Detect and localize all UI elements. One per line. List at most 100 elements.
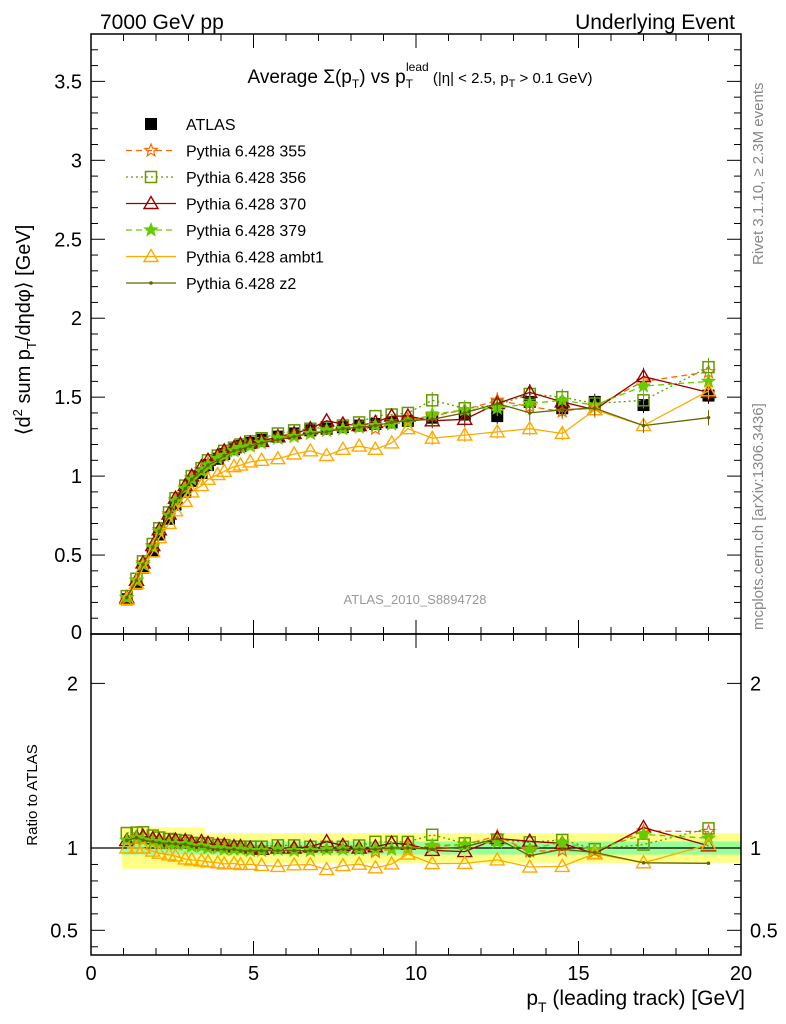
x-tick-label: 0 <box>85 963 96 985</box>
ratio-panel: 0 5 10 15 200.5 0.51 12 2 <box>50 34 778 985</box>
data-point-pythia-6-428-z2 <box>560 407 565 412</box>
ratio-point-pythia-6-428-ambt1 <box>167 847 184 862</box>
ratio-point-pythia-6-428-ambt1 <box>424 855 441 870</box>
data-point-pythia-6-428-ambt1 <box>242 453 259 468</box>
data-point-pythia-6-428-ambt1 <box>209 466 226 481</box>
data-point-pythia-6-428-ambt1 <box>144 543 161 558</box>
data-point-pythia-6-428-z2 <box>189 477 194 482</box>
ratio-point-pythia-6-428-ambt1 <box>554 858 571 873</box>
data-point-pythia-6-428-ambt1 <box>350 437 368 452</box>
data-point-pythia-6-428-z2 <box>173 499 178 504</box>
header-right: Underlying Event <box>575 11 735 34</box>
ratio-y-tick-label-right: 2 <box>750 673 761 695</box>
ratio-point-pythia-6-428-z2 <box>173 842 178 846</box>
ratio-y-tick-label: 2 <box>67 673 78 695</box>
ratio-point-pythia-6-428-ambt1 <box>318 861 335 876</box>
ratio-point-pythia-6-428-z2 <box>124 838 129 843</box>
ratio-point-pythia-6-428-z2 <box>167 841 171 846</box>
ratio-point-pythia-6-428-ambt1 <box>285 856 303 871</box>
ratio-point-pythia-6-428-z2 <box>292 848 296 853</box>
ratio-point-pythia-6-428-379 <box>635 826 652 841</box>
y-tick-label: 1 <box>71 466 82 488</box>
data-point-pythia-6-428-ambt1 <box>134 559 152 574</box>
data-point-pythia-6-428-ambt1 <box>334 440 352 455</box>
ratio-point-pythia-6-428-379 <box>522 840 538 856</box>
ratio-point-pythia-6-428-356 <box>637 838 650 851</box>
ratio-y-axis-label: Ratio to ATLAS <box>24 744 41 845</box>
data-point-pythia-6-428-z2 <box>389 420 394 425</box>
legend: ATLAS Pythia 6.428 355 Pythia 6.428 356 Pyt… <box>126 117 324 293</box>
ratio-frame <box>90 633 742 956</box>
ratio-point-pythia-6-428-z2 <box>157 840 162 845</box>
y-tick-label: 1.5 <box>54 387 82 409</box>
y-tick-label: 2 <box>71 308 82 330</box>
chart-title: Average Σ(pT) vs pTlead (|η| < 2.5, pT >… <box>248 60 593 91</box>
ratio-point-pythia-6-428-z2 <box>389 846 394 850</box>
ratio-point-pythia-6-428-ambt1 <box>521 858 538 873</box>
ratio-point-pythia-6-428-z2 <box>462 845 467 849</box>
data-point-pythia-6-428-z2 <box>462 411 467 415</box>
ratio-point-pythia-6-428-z2 <box>592 850 597 855</box>
data-point-pythia-6-428-z2 <box>527 411 532 415</box>
data-point-pythia-6-428-ambt1 <box>700 382 717 397</box>
series-line-pythia-6-428-z2 <box>126 402 709 599</box>
ratio-point-pythia-6-428-z2 <box>308 848 313 853</box>
ratio-point-pythia-6-428-ambt1 <box>242 855 259 871</box>
legend-marker-pythia-6-428-370 <box>142 195 160 210</box>
data-point-pythia-6-428-z2 <box>430 417 435 422</box>
legend-label-pythia-6-428-z2: Pythia 6.428 z2 <box>186 276 296 293</box>
legend-label-pythia-6-428-ambt1: Pythia 6.428 ambt1 <box>186 250 324 267</box>
legend-label-pythia-6-428-379: Pythia 6.428 379 <box>186 223 306 240</box>
data-point-pythia-6-428-z2 <box>215 458 220 463</box>
x-tick-label: 20 <box>730 963 752 985</box>
series-line-pythia-6-428-379 <box>126 380 709 599</box>
data-point-pythia-6-428-ambt1 <box>285 445 303 460</box>
data-point-pythia-6-428-z2 <box>706 415 711 420</box>
y-tick-label: 2.5 <box>54 229 82 251</box>
main-panel: 0.5 1 1.5 2 2.5 3 3.5 0 <box>54 33 742 644</box>
legend-label-pythia-6-428-370: Pythia 6.428 370 <box>186 197 306 214</box>
ratio-point-pythia-6-428-ambt1 <box>700 836 717 851</box>
mcplots-label: mcplots.cern.ch [arXiv:1306.3436] <box>750 403 767 630</box>
x-axis-label: pT (leading track) [GeV] <box>526 987 745 1015</box>
data-point-pythia-6-428-z2 <box>641 423 646 428</box>
data-point-pythia-6-428-ambt1 <box>269 450 287 465</box>
ratio-point-pythia-6-428-ambt1 <box>183 851 200 866</box>
data-point-pythia-6-428-z2 <box>276 437 280 442</box>
legend-label-pythia-6-428-355: Pythia 6.428 355 <box>186 144 306 161</box>
legend-marker-pythia-6-428-356 <box>144 170 158 184</box>
ratio-y-axis-ticks: 0.5 0.5 1 1 2 2 <box>50 673 778 948</box>
data-point-pythia-6-428-z2 <box>248 444 253 448</box>
series-line-pythia-6-428-ambt1 <box>126 390 709 600</box>
y-tick-label: 3.5 <box>54 71 82 93</box>
ratio-point-pythia-6-428-ambt1 <box>399 845 417 860</box>
ratio-point-pythia-6-428-z2 <box>232 847 236 852</box>
ratio-point-pythia-6-428-z2 <box>150 839 155 844</box>
ratio-point-pythia-6-428-ambt1 <box>383 855 400 870</box>
y-axis-label: ⟨d2 sum pT/dηdφ⟩ [GeV] <box>10 225 39 436</box>
data-point-pythia-6-428-ambt1 <box>424 429 441 444</box>
ratio-point-pythia-6-428-z2 <box>430 847 435 852</box>
ratio-point-pythia-6-428-ambt1 <box>151 844 168 859</box>
ratio-point-pythia-6-428-z2 <box>134 835 139 840</box>
legend-marker-pythia-6-428-ambt1 <box>142 248 160 263</box>
data-point-pythia-6-428-ambt1 <box>225 458 243 473</box>
ratio-point-pythia-6-428-ambt1 <box>489 851 506 866</box>
ratio-y-tick-label-right: 0.5 <box>750 920 778 942</box>
data-point-pythia-6-428-z2 <box>150 545 155 549</box>
legend-label-pythia-6-428-356: Pythia 6.428 356 <box>186 170 306 187</box>
ratio-point-pythia-6-428-ambt1 <box>456 855 473 870</box>
ratio-point-pythia-6-428-ambt1 <box>216 855 233 870</box>
x-tick-label: 5 <box>248 963 259 985</box>
data-point-pythia-6-428-z2 <box>199 469 204 474</box>
legend-label-atlas: ATLAS <box>186 117 236 134</box>
legend-marker-atlas <box>145 118 157 130</box>
data-point-pythia-6-428-ambt1 <box>383 434 400 449</box>
data-point-pythia-6-428-ambt1 <box>521 420 538 435</box>
data-point-pythia-6-428-ambt1 <box>128 575 145 590</box>
y-tick-label: 3 <box>71 150 82 172</box>
data-point-pythia-6-428-ambt1 <box>318 447 335 462</box>
ratio-point-pythia-6-428-z2 <box>276 848 280 853</box>
ratio-point-pythia-6-428-z2 <box>238 848 243 853</box>
